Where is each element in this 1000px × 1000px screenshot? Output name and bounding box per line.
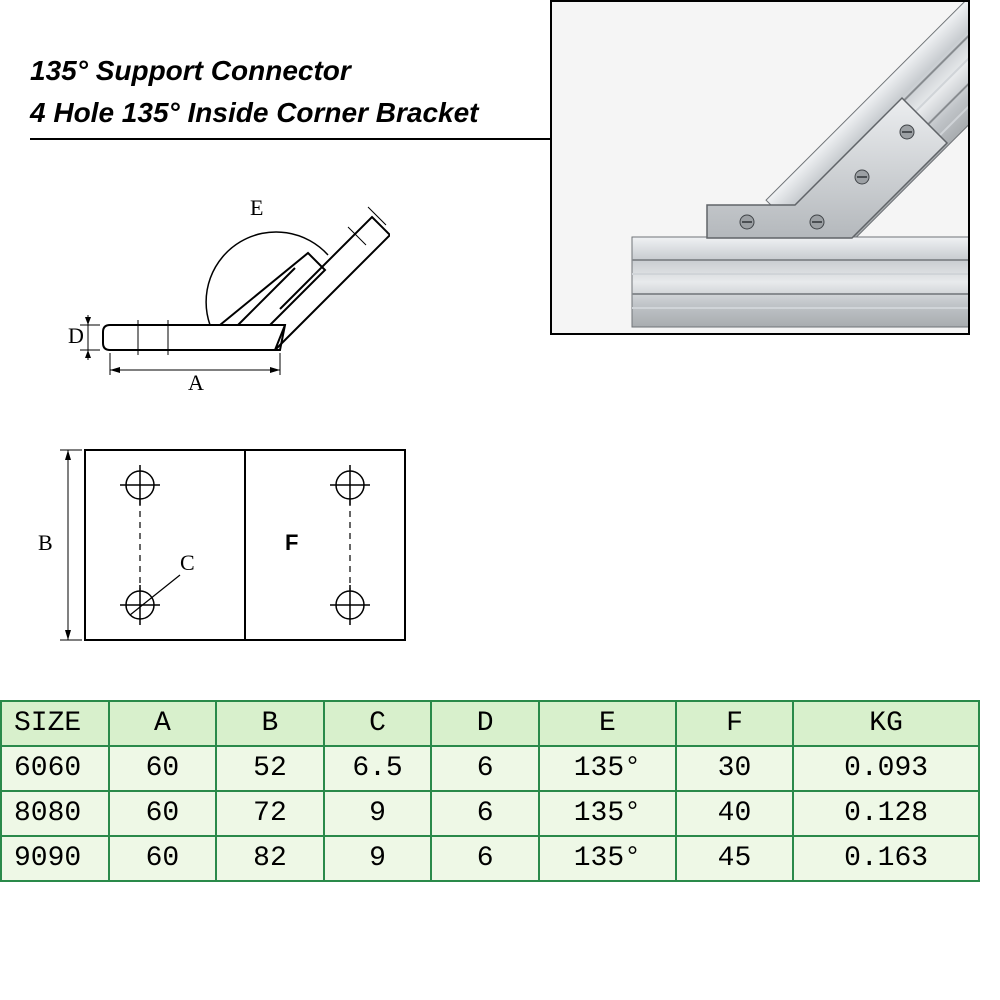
table-header-row: SIZEABCDEFKG: [1, 701, 979, 746]
side-view-diagram: E D A: [70, 175, 390, 375]
title-line-1: 135° Support Connector: [30, 50, 479, 92]
table-col-d: D: [431, 701, 539, 746]
product-title: 135° Support Connector 4 Hole 135° Insid…: [30, 50, 479, 134]
table-col-kg: KG: [793, 701, 979, 746]
table-col-f: F: [676, 701, 793, 746]
dim-e-label: E: [250, 195, 263, 221]
product-photo: [550, 0, 970, 335]
table-col-a: A: [109, 701, 217, 746]
dim-b-label: B: [38, 530, 53, 556]
table-row: 606060526.56135°300.093: [1, 746, 979, 791]
table-col-e: E: [539, 701, 676, 746]
dim-a-label: A: [188, 370, 204, 396]
dim-d-label: D: [68, 323, 84, 349]
title-underline: [30, 138, 550, 140]
table-body: 606060526.56135°300.0938080607296135°400…: [1, 746, 979, 881]
spec-table: SIZEABCDEFKG 606060526.56135°300.0938080…: [0, 700, 980, 882]
table-row: 9090608296135°450.163: [1, 836, 979, 881]
table-col-c: C: [324, 701, 432, 746]
title-line-2: 4 Hole 135° Inside Corner Bracket: [30, 92, 479, 134]
top-view-diagram: B C F: [30, 420, 430, 660]
table-col-size: SIZE: [1, 701, 109, 746]
dim-f-label: F: [285, 530, 298, 556]
table-col-b: B: [216, 701, 324, 746]
table-row: 8080607296135°400.128: [1, 791, 979, 836]
dim-c-label: C: [180, 550, 195, 576]
